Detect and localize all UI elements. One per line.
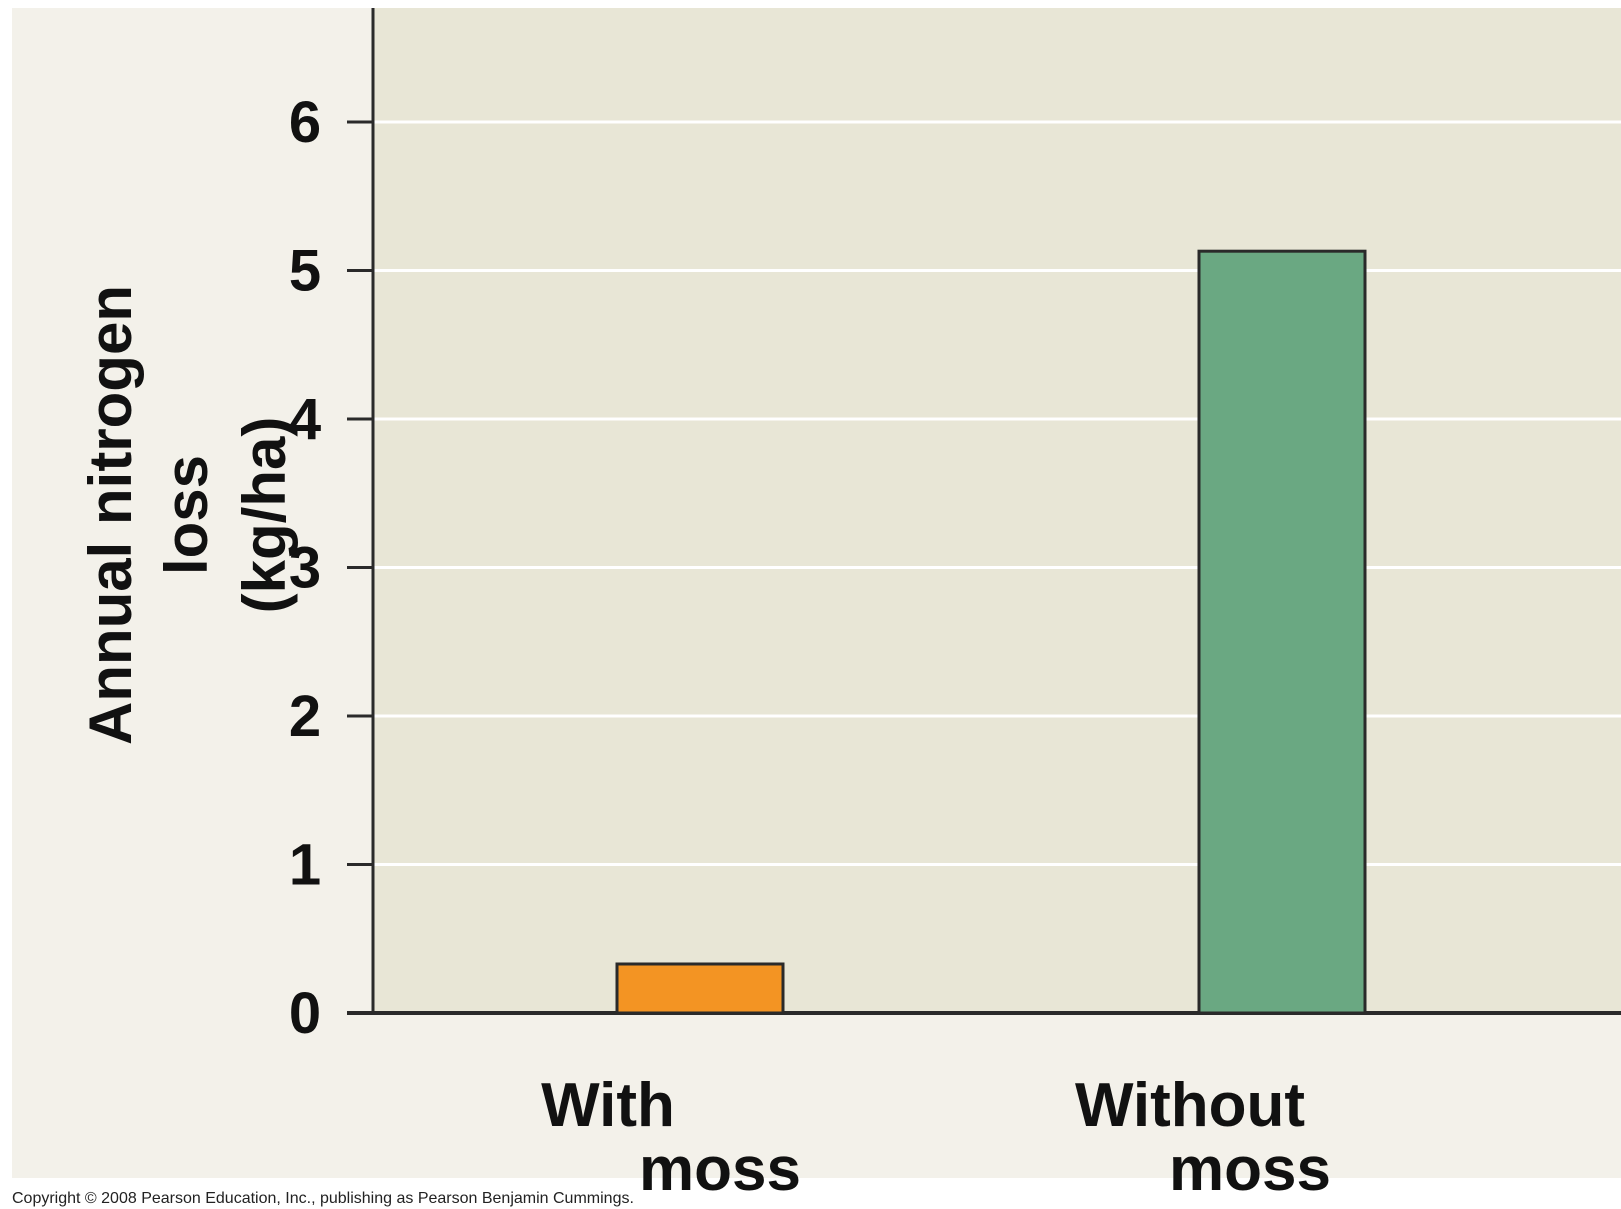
- x-category-label: With: [541, 1071, 675, 1140]
- bar-0: [615, 962, 785, 1015]
- y-tick-label: 3: [289, 536, 321, 601]
- bar-1: [1197, 249, 1367, 1015]
- copyright-text: Copyright © 2008 Pearson Education, Inc.…: [12, 1190, 634, 1207]
- x-category-label: moss: [1169, 1135, 1331, 1204]
- y-axis-label: loss: [153, 455, 220, 575]
- y-axis-label: (kg/ha): [231, 417, 298, 614]
- y-tick-label: 0: [289, 981, 321, 1046]
- y-axis-label: Annual nitrogen: [77, 285, 144, 745]
- y-tick-label: 6: [289, 90, 321, 155]
- x-category-label: moss: [639, 1135, 801, 1204]
- y-tick-label: 4: [289, 387, 321, 452]
- y-tick-label: 1: [289, 833, 321, 898]
- y-tick-label: 5: [289, 239, 321, 304]
- x-category-label: Without: [1075, 1071, 1305, 1140]
- plot-area: [373, 8, 1621, 1013]
- y-tick-label: 2: [289, 684, 321, 749]
